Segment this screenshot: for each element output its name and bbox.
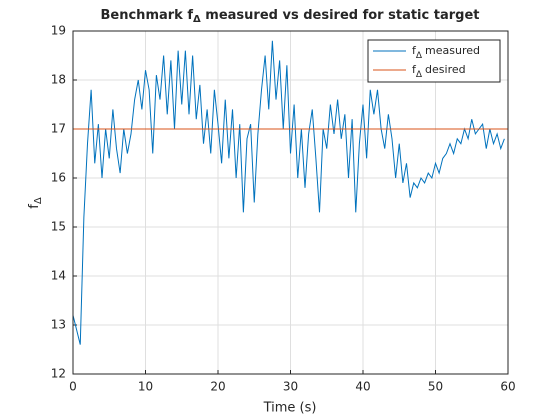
y-tick-label: 19: [51, 24, 66, 38]
legend-symbol: f: [412, 63, 417, 76]
x-axis-label: Time (s): [263, 401, 317, 416]
x-tick-label: 50: [428, 380, 443, 394]
legend-name: desired: [425, 63, 466, 76]
x-tick-label: 0: [69, 380, 77, 394]
data-line: [72, 40, 505, 345]
title-symbol: f: [187, 8, 193, 23]
y-tick-label: 12: [51, 367, 66, 381]
y-tick-label: 16: [51, 171, 66, 185]
title-part: measured vs desired for static target: [201, 8, 480, 23]
legend-symbol: f: [412, 44, 417, 57]
x-tick-label: 10: [138, 380, 153, 394]
x-tick-label: 20: [210, 380, 225, 394]
y-tick-label: 14: [51, 269, 66, 283]
legend-name: measured: [425, 44, 480, 57]
legend-box: [367, 39, 501, 83]
legend-subscript: Δ: [416, 51, 423, 61]
y-subscript: Δ: [33, 197, 44, 204]
x-tick-label: 60: [500, 380, 515, 394]
legend-label: fΔ desired: [412, 63, 466, 80]
y-tick-label: 18: [51, 73, 66, 87]
title-subscript: Δ: [193, 14, 201, 25]
y-symbol: f: [27, 204, 42, 209]
chart-title: Benchmark fΔ measured vs desired for sta…: [101, 8, 480, 26]
x-tick-label: 40: [355, 380, 370, 394]
legend-subscript: Δ: [416, 70, 423, 80]
x-tick-label: 30: [283, 380, 298, 394]
title-part: Benchmark: [101, 8, 184, 23]
y-tick-label: 13: [51, 318, 66, 332]
legend-label: fΔ measured: [412, 44, 480, 61]
y-tick-label: 15: [51, 220, 66, 234]
y-axis-label: fΔ: [27, 197, 45, 209]
axes-box: [72, 30, 509, 375]
y-tick-label: 17: [51, 122, 66, 136]
